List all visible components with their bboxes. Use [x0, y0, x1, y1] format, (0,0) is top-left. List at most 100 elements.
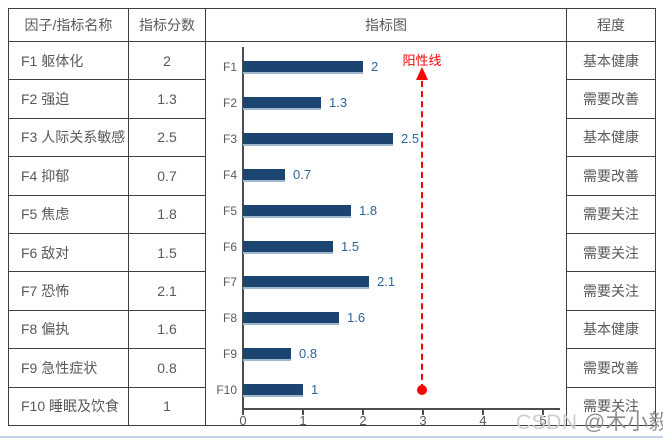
positive-line-label: 阳性线: [402, 53, 442, 68]
bar-value-label: 1.6: [347, 310, 366, 326]
column-header-level: 程度: [566, 8, 656, 42]
level-cell: 基本健康: [566, 40, 656, 81]
x-tick-mark: [482, 410, 484, 415]
bar-value-label: 2.5: [401, 130, 420, 146]
level-cell: 需要改善: [566, 79, 656, 119]
table-header-row: 因子/指标名称 指标分数 指标图 程度: [8, 8, 656, 42]
bottom-divider-line: [0, 436, 663, 438]
x-tick-label: 3: [419, 413, 427, 428]
score-cell: 2.5: [128, 117, 206, 158]
table-body: F1 躯体化 2 F1 2 F2 1.3 F3 2.5 F4 0.7 F5 1.8 F6 1.5 F7 2.1…: [8, 40, 656, 428]
y-axis-line: [242, 47, 244, 410]
factor-name-cell: F2 强迫: [8, 79, 129, 119]
bar-value-label: 1.5: [341, 238, 360, 254]
score-cell: 1: [128, 386, 206, 426]
table-row: F3 人际关系敏感 2.5 基本健康: [8, 117, 656, 158]
level-cell: 需要关注: [566, 271, 656, 311]
table-row: F1 躯体化 2 F1 2 F2 1.3 F3 2.5 F4 0.7 F5 1.8 F6 1.5 F7 2.1…: [8, 40, 656, 428]
column-header-factor-name: 因子/指标名称: [8, 8, 129, 42]
factor-name-cell: F10 睡眠及饮食: [8, 386, 129, 426]
factor-name-cell: F4 抑郁: [8, 156, 129, 196]
category-label: F9: [222, 347, 237, 362]
table-row: F6 敌对 1.5 需要关注: [8, 232, 656, 273]
indicator-chart: F1 2 F2 1.3 F3 2.5 F4 0.7 F5 1.8 F6 1.5 F7 2.1 F8 1.6 F9…: [206, 42, 565, 428]
table-row: F2 强迫 1.3 需要改善: [8, 79, 656, 119]
table-row: F9 急性症状 0.8 需要改善: [8, 348, 656, 388]
factor-name-cell: F1 躯体化: [8, 40, 129, 81]
x-tick-label: 5: [539, 413, 547, 428]
watermark-author: @木小毅: [583, 411, 663, 434]
x-tick-mark: [242, 410, 244, 415]
bar-value-label: 2: [371, 59, 379, 74]
score-cell: 1.5: [128, 232, 206, 273]
bar: [243, 276, 369, 290]
watermark-csdn: CSDN: [516, 411, 578, 434]
positive-line-arrow-icon: [416, 67, 428, 80]
category-label: F3: [222, 131, 237, 146]
category-label: F4: [222, 167, 237, 182]
bar-value-label: 1.8: [359, 202, 378, 218]
x-tick-label: 2: [359, 413, 367, 428]
level-cell: 需要改善: [566, 156, 656, 196]
category-label: F7: [222, 275, 237, 290]
level-cell: 需要关注: [566, 194, 656, 234]
bar-value-label: 1: [311, 382, 319, 398]
bar-value-label: 1.3: [329, 94, 348, 110]
x-tick-label: 1: [299, 413, 307, 428]
score-cell: 0.8: [128, 348, 206, 388]
column-header-score: 指标分数: [128, 8, 206, 42]
bar: [243, 312, 339, 326]
x-tick-label: 4: [479, 413, 487, 428]
bar-value-label: 2.1: [377, 274, 396, 290]
positive-line-dot: [417, 385, 427, 395]
category-label: F2: [222, 95, 237, 110]
level-cell: 需要关注: [566, 232, 656, 273]
factor-name-cell: F3 人际关系敏感: [8, 117, 129, 158]
x-tick-label: 0: [239, 413, 247, 428]
table-row: F7 恐怖 2.1 需要关注: [8, 271, 656, 311]
bar: [243, 204, 351, 218]
level-cell: 基本健康: [566, 309, 656, 350]
x-axis-line: [242, 408, 560, 410]
score-cell: 2: [128, 40, 206, 81]
bar-value-label: 0.8: [299, 346, 318, 362]
x-tick-mark: [362, 410, 364, 415]
score-cell: 1.3: [128, 79, 206, 119]
x-tick-mark: [542, 410, 544, 415]
score-cell: 2.1: [128, 271, 206, 311]
bar: [243, 61, 363, 74]
category-label: F1: [222, 60, 237, 74]
watermark: CSDN @木小毅: [516, 406, 663, 436]
category-label: F5: [222, 203, 237, 218]
score-cell: 0.7: [128, 156, 206, 196]
score-cell: 1.6: [128, 309, 206, 350]
column-header-chart: 指标图: [205, 8, 567, 42]
bar-value-label: 0.7: [293, 166, 312, 182]
factor-name-cell: F5 焦虑: [8, 194, 129, 234]
level-cell: 需要关注: [566, 386, 656, 426]
level-cell: 需要改善: [566, 348, 656, 388]
positive-line-dashed: [421, 81, 423, 390]
x-tick-mark: [302, 410, 304, 415]
factor-name-cell: F7 恐怖: [8, 271, 129, 311]
factor-name-cell: F9 急性症状: [8, 348, 129, 388]
table-row: F5 焦虑 1.8 需要关注: [8, 194, 656, 234]
bar: [243, 348, 291, 362]
category-label: F8: [222, 311, 237, 326]
table-row: F10 睡眠及饮食 1 需要关注: [8, 386, 656, 426]
bar: [243, 240, 333, 254]
x-tick-mark: [422, 410, 424, 415]
bar: [243, 168, 285, 182]
bar: [243, 132, 393, 146]
category-label: F10: [216, 383, 237, 398]
category-label: F6: [222, 239, 237, 254]
factor-name-cell: F8 偏执: [8, 309, 129, 350]
factor-table: 因子/指标名称 指标分数 指标图 程度 F1 躯体化 2 F1 2 F2 1.3 F3 2.5…: [8, 8, 656, 428]
bar: [243, 96, 321, 110]
indicator-chart-cell: F1 2 F2 1.3 F3 2.5 F4 0.7 F5 1.8 F6 1.5 F7 2.1 F8 1.6 F9…: [205, 41, 567, 428]
bar: [243, 384, 303, 398]
level-cell: 基本健康: [566, 117, 656, 158]
factor-name-cell: F6 敌对: [8, 232, 129, 273]
score-cell: 1.8: [128, 194, 206, 234]
